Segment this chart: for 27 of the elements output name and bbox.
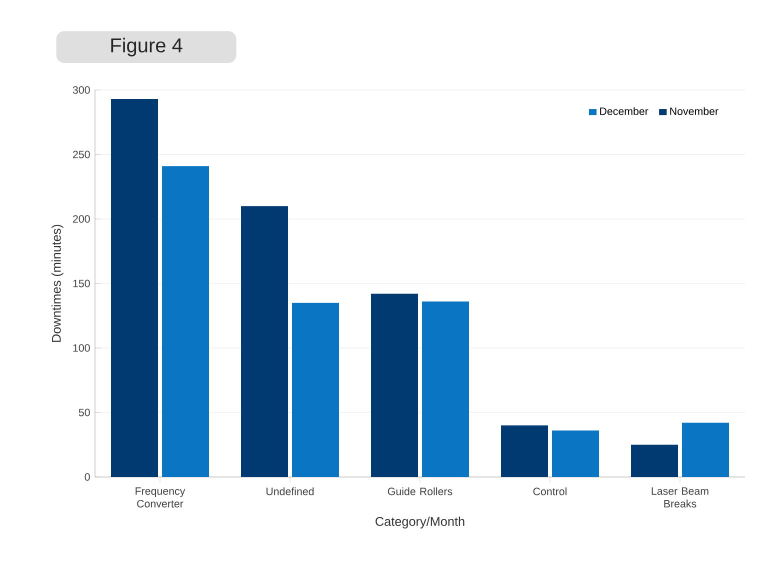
y-tick-label: 250 [73,150,90,158]
x-tick-label: Frequency Converter [136,487,186,508]
x-tick-label: Undefined [266,487,314,496]
bar [371,294,418,477]
bar [630,444,678,477]
x-tick-label: Guide Rollers [388,487,452,496]
legend-label: November [670,107,718,116]
bar [552,430,599,477]
bar [422,302,469,477]
bar [111,99,158,477]
y-tick-label: 0 [84,473,90,481]
x-axis-title: Category/Month [376,516,464,528]
y-tick-label: 100 [73,344,90,352]
legend-label: December [600,107,648,116]
y-tick-label: 150 [73,280,90,288]
x-tick-label: Control [533,487,566,496]
y-tick-label: 300 [72,86,90,94]
chart-title: Figure 4 [111,38,182,56]
y-tick-label: 200 [73,215,90,223]
bar [292,302,339,477]
bar [501,425,548,477]
y-axis-title: Downtimes (minutes) [52,224,64,342]
y-tick-label: 50 [78,408,90,416]
x-tick-label: Laser Beam Breaks [652,487,708,508]
bar [241,206,288,477]
bar [162,166,209,477]
bar [682,422,729,477]
